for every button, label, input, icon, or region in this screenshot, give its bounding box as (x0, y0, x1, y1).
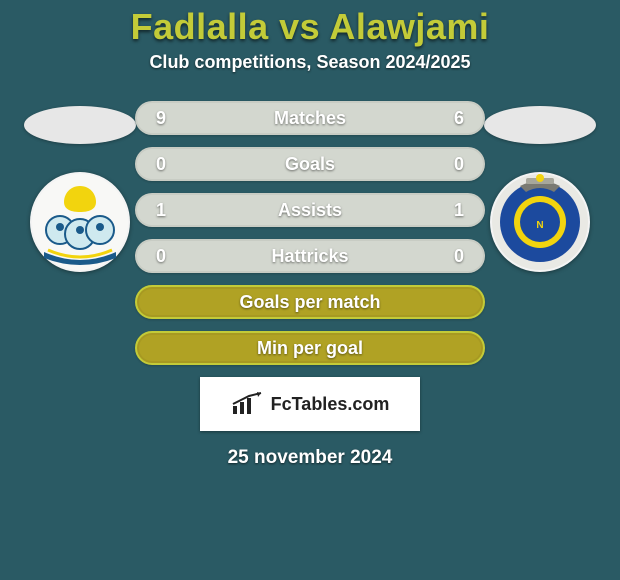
content-row: 9Matches60Goals01Assists10Hattricks0Goal… (0, 101, 620, 365)
crest-icon: N (490, 172, 590, 272)
chart-icon (231, 392, 265, 416)
stat-row: Goals per match (135, 285, 485, 319)
page-subtitle: Club competitions, Season 2024/2025 (0, 52, 620, 73)
footer-date: 25 november 2024 (0, 447, 620, 469)
stat-row: 1Assists1 (135, 193, 485, 227)
page-title: Fadlalla vs Alawjami (0, 6, 620, 48)
stat-left-value: 0 (151, 246, 171, 267)
stat-label: Goals per match (239, 292, 380, 313)
stat-row: 0Goals0 (135, 147, 485, 181)
stat-row: Min per goal (135, 331, 485, 365)
left-player-silhouette (24, 106, 136, 144)
crest-icon (30, 172, 130, 272)
stat-left-value: 9 (151, 108, 171, 129)
svg-text:N: N (536, 220, 543, 231)
stat-label: Hattricks (135, 246, 485, 267)
stat-right-value: 0 (449, 154, 469, 175)
stat-left-value: 1 (151, 200, 171, 221)
left-player-column (20, 101, 140, 272)
brand-badge: FcTables.com (200, 377, 420, 431)
stat-label: Assists (135, 200, 485, 221)
right-club-crest: N (490, 172, 590, 272)
right-player-silhouette (484, 106, 596, 144)
stat-row: 9Matches6 (135, 101, 485, 135)
stats-bars: 9Matches60Goals01Assists10Hattricks0Goal… (130, 101, 490, 365)
stat-left-value: 0 (151, 154, 171, 175)
left-club-crest (30, 172, 130, 272)
stat-right-value: 0 (449, 246, 469, 267)
stat-right-value: 1 (449, 200, 469, 221)
stat-right-value: 6 (449, 108, 469, 129)
stat-label: Min per goal (257, 338, 363, 359)
stat-label: Matches (135, 108, 485, 129)
stat-label: Goals (135, 154, 485, 175)
right-player-column: N (480, 101, 600, 272)
comparison-card: Fadlalla vs Alawjami Club competitions, … (0, 0, 620, 580)
stat-row: 0Hattricks0 (135, 239, 485, 273)
brand-text: FcTables.com (271, 394, 390, 415)
